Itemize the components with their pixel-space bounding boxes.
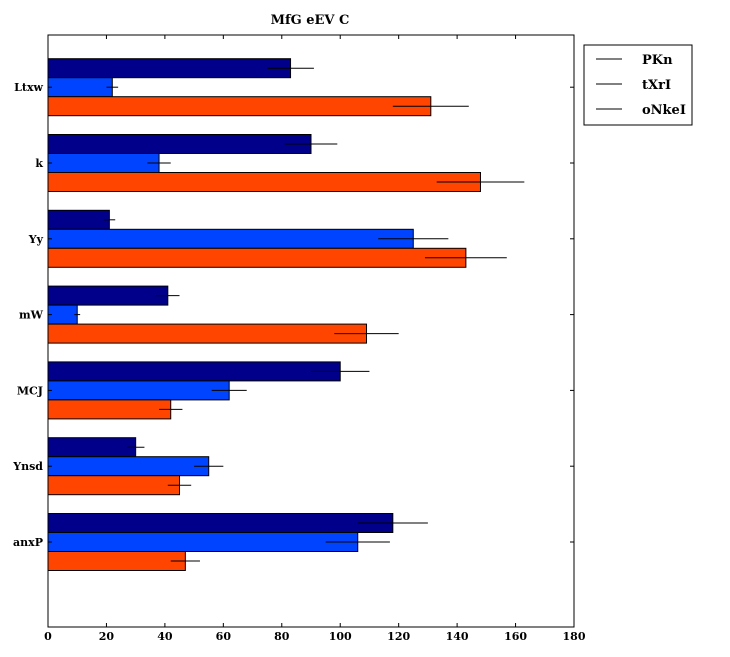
bar-oNkeI-MCJ [47,399,172,420]
y-tick-label: Ltxw [14,81,43,94]
bar-PKn-anxP [47,513,394,533]
y-tick-label: MCJ [17,384,43,397]
legend: PKn tXrI oNkeI [583,44,693,126]
bar-oNkeI-Ynsd [47,475,180,496]
bar-PKn-Yy [47,209,110,230]
x-tick-label: 180 [563,630,586,643]
x-tick-label: 120 [387,630,410,643]
bar-oNkeI-k [47,172,481,192]
bar-tXrI-MCJ [47,380,230,401]
bar-tXrI-mW [47,304,78,325]
bar-PKn-mW [47,285,169,306]
legend-box [583,44,693,126]
bar-PKn-MCJ [47,361,341,382]
y-tick-label: Ynsd [12,460,43,473]
ticks-layer: anxP Ynsd MCJ mW Yy k Ltxw 0 20 40 60 80 100 120 140 16… [12,35,586,643]
x-tick-label: 40 [157,630,173,643]
y-tick-label: k [35,157,43,170]
bar-tXrI-Ltxw [47,77,113,98]
y-tick-label: anxP [13,536,43,549]
x-tick-label: 20 [99,630,115,643]
x-tick-label: 60 [216,630,232,643]
chart-title: MfG eEV C [271,13,350,28]
bar-PKn-Ynsd [47,437,137,458]
bar-tXrI-Yy [47,228,414,249]
legend-label-oNkeI: oNkeI [642,103,686,118]
legend-label-tXrI: tXrI [642,78,671,93]
y-tick-label: Yy [28,233,44,246]
x-tick-label: 100 [329,630,352,643]
y-tick-label: mW [19,309,44,322]
bar-tXrI-k [47,153,160,173]
x-tick-label: 80 [274,630,290,643]
bars-layer [47,58,525,571]
bar-tXrI-Ynsd [47,456,210,477]
x-tick-label: 140 [446,630,469,643]
x-tick-label: 160 [504,630,527,643]
bar-oNkeI-Ltxw [47,96,432,117]
bar-tXrI-anxP [47,532,359,552]
bar-PKn-Ltxw [47,58,292,79]
x-tick-label: 0 [44,630,52,643]
bar-oNkeI-Yy [47,247,467,268]
bar-oNkeI-anxP [47,551,186,571]
bar-oNkeI-mW [47,323,368,344]
legend-label-PKn: PKn [642,53,673,68]
plot-frame [47,34,575,628]
bar-PKn-k [47,134,312,154]
